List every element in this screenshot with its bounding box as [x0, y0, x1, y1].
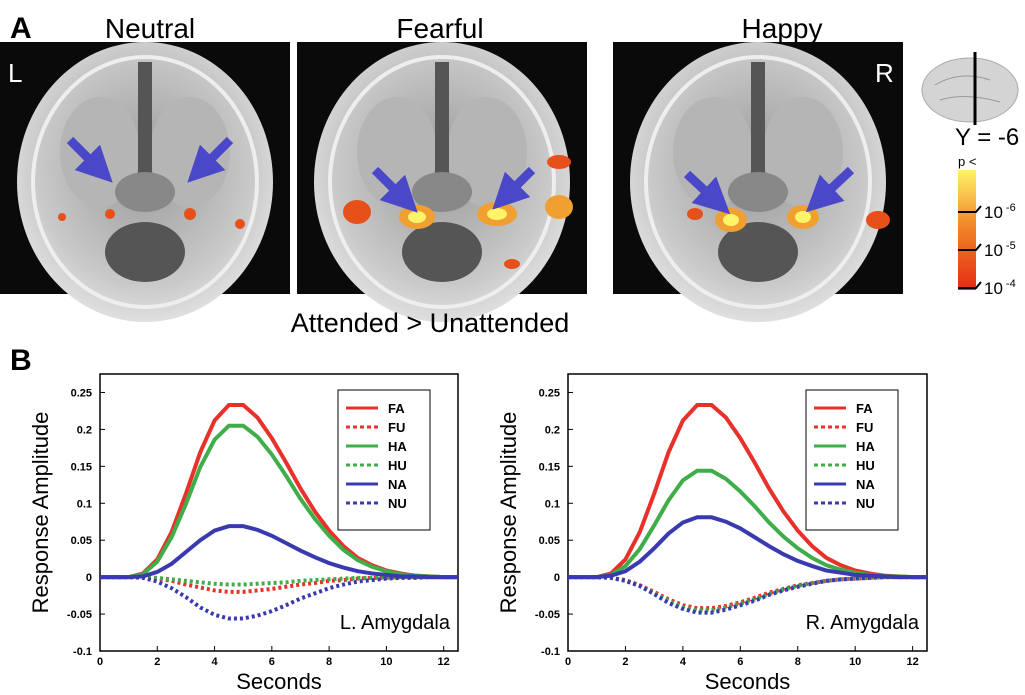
- tick-exponent: -6: [1006, 202, 1016, 214]
- tick-exponent: -4: [1006, 278, 1016, 290]
- legend-label: NU: [856, 496, 875, 511]
- y-tick-label: 0.15: [539, 461, 560, 473]
- y-tick-label: -0.1: [73, 646, 92, 658]
- image-title: Fearful: [396, 13, 483, 44]
- legend-label: NU: [388, 496, 407, 511]
- y-tick-label: 0.25: [539, 387, 560, 399]
- legend-label: HA: [856, 439, 875, 454]
- y-tick-label: 0.05: [71, 535, 92, 547]
- tick-exponent: -5: [1006, 240, 1016, 252]
- side-label: L: [8, 58, 22, 88]
- annotation: R. Amygdala: [806, 612, 920, 634]
- x-tick-label: 10: [380, 656, 392, 668]
- y-tick-label: 0: [86, 572, 92, 584]
- tick-base: 10: [984, 241, 1003, 260]
- colorbar-label: 10-4: [984, 278, 1016, 298]
- panel-label: B: [10, 344, 32, 377]
- y-tick-label: 0.1: [77, 498, 92, 510]
- x-tick-label: 4: [211, 656, 218, 668]
- y-tick-label: 0.25: [71, 387, 92, 399]
- slice-label: Y = -6: [955, 124, 1019, 151]
- x-tick-label: 12: [907, 656, 919, 668]
- image-title: Happy: [742, 13, 823, 44]
- legend-label: FA: [388, 401, 405, 416]
- y-tick-label: 0.2: [545, 424, 560, 436]
- legend-label: HA: [388, 439, 407, 454]
- legend-label: HU: [388, 458, 407, 473]
- colorbar: [958, 170, 976, 290]
- series-line: [568, 577, 927, 612]
- side-label: R: [875, 58, 894, 88]
- colorbar-title: p <: [958, 154, 976, 169]
- x-tick-label: 6: [269, 656, 275, 668]
- series-line: [100, 526, 458, 577]
- legend-label: HU: [856, 458, 875, 473]
- y-tick-label: -0.05: [67, 609, 92, 621]
- x-tick-label: 0: [97, 656, 103, 668]
- legend-label: FA: [856, 401, 873, 416]
- legend-label: FU: [388, 420, 405, 435]
- brain-icon: [922, 52, 1018, 125]
- panel-label: A: [10, 12, 32, 45]
- x-tick-label: 4: [680, 656, 687, 668]
- tick-base: 10: [984, 203, 1003, 222]
- x-tick-label: 2: [622, 656, 628, 668]
- legend-box: [806, 390, 898, 530]
- legend-label: FU: [856, 420, 873, 435]
- x-tick-label: 2: [154, 656, 160, 668]
- brain-image: [297, 42, 587, 322]
- x-tick-label: 6: [737, 656, 743, 668]
- brain-image: [613, 42, 903, 322]
- y-tick-label: -0.1: [541, 646, 560, 658]
- colorbar-label: 10-6: [984, 202, 1016, 222]
- x-axis-label: Seconds: [236, 669, 322, 690]
- y-tick-label: 0: [554, 572, 560, 584]
- y-tick-label: 0.15: [71, 461, 92, 473]
- x-tick-label: 8: [326, 656, 332, 668]
- y-axis-label: Response Amplitude: [496, 412, 521, 614]
- y-tick-label: 0.2: [77, 424, 92, 436]
- legend-label: NA: [388, 477, 407, 492]
- brain-image: [0, 42, 290, 322]
- caption: Attended > Unattended: [291, 308, 569, 338]
- x-axis-label: Seconds: [705, 669, 791, 690]
- figure: A Neutral Fearful Happy L R Y = -6 p <: [0, 0, 1025, 690]
- x-tick-label: 0: [565, 656, 571, 668]
- colorbar-label: 10-5: [984, 240, 1016, 260]
- legend-label: NA: [856, 477, 875, 492]
- x-tick-label: 10: [849, 656, 861, 668]
- x-tick-label: 8: [795, 656, 801, 668]
- y-axis-label: Response Amplitude: [28, 412, 53, 614]
- y-tick-label: 0.1: [545, 498, 560, 510]
- y-tick-label: -0.05: [535, 609, 560, 621]
- x-tick-label: 12: [438, 656, 450, 668]
- y-tick-label: 0.05: [539, 535, 560, 547]
- tick-base: 10: [984, 279, 1003, 298]
- annotation: L. Amygdala: [340, 612, 451, 634]
- legend-box: [338, 390, 430, 530]
- image-title: Neutral: [105, 13, 195, 44]
